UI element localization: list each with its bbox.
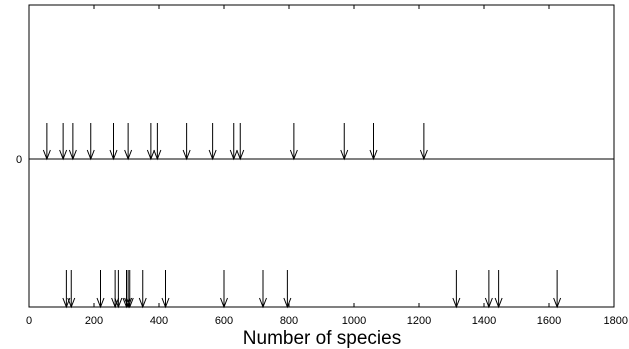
arrow-head: [124, 149, 133, 161]
arrow-lower: [452, 270, 461, 309]
arrow-upper: [153, 123, 162, 161]
x-axis-ticks: 0 200 400 600 800 1000 1200 1400 1600 1800: [26, 5, 628, 327]
arrow-lower: [111, 270, 120, 309]
x-tick-label: 600: [215, 315, 233, 327]
arrow-head: [340, 149, 349, 161]
arrow-head: [124, 297, 133, 309]
arrow-head: [125, 297, 134, 309]
arrow-lower: [259, 270, 267, 309]
arrow-lower: [484, 270, 493, 309]
arrow-upper: [124, 123, 133, 161]
arrow-head: [67, 297, 76, 309]
arrow-upper: [109, 123, 118, 161]
arrow-upper: [86, 123, 95, 161]
x-tick-label: 200: [85, 315, 103, 327]
x-tick-label: 0: [26, 315, 32, 327]
arrow-markers: [42, 123, 562, 309]
arrow-head: [86, 149, 95, 161]
arrow-head: [68, 149, 77, 161]
arrow-lower: [161, 270, 170, 309]
arrow-upper: [340, 123, 349, 161]
x-tick-label: 400: [150, 315, 168, 327]
arrow-head: [161, 297, 170, 309]
arrow-head: [182, 149, 191, 161]
arrow-lower: [125, 270, 134, 309]
arrow-upper: [182, 123, 191, 161]
arrow-head: [220, 297, 228, 309]
x-tick-label: 1400: [472, 315, 496, 327]
arrow-head: [484, 297, 493, 309]
arrow-lower: [114, 270, 123, 309]
plot-frame: [28, 4, 615, 308]
arrow-head: [114, 297, 123, 309]
x-tick-label: 1600: [537, 315, 561, 327]
arrow-lower: [96, 270, 105, 309]
arrow-upper: [236, 123, 245, 161]
arrow-head: [96, 297, 105, 309]
arrow-head: [419, 149, 428, 161]
x-tick-label: 1000: [342, 315, 366, 327]
arrow-head: [42, 149, 51, 161]
arrow-upper: [289, 123, 298, 161]
arrow-head: [289, 149, 298, 161]
arrow-head: [236, 149, 245, 161]
arrow-head: [146, 149, 155, 161]
arrow-lower: [553, 270, 562, 309]
arrow-head: [153, 149, 162, 161]
x-tick-label: 1200: [407, 315, 431, 327]
arrow-lower: [122, 270, 131, 309]
arrow-lower: [67, 270, 76, 309]
arrow-upper: [42, 123, 51, 161]
arrow-head: [452, 297, 461, 309]
arrow-head: [553, 297, 562, 309]
arrow-lower: [494, 270, 503, 309]
arrow-head: [283, 297, 292, 309]
arrow-head: [122, 297, 131, 309]
arrow-upper: [59, 123, 68, 161]
arrow-lower: [124, 270, 133, 309]
arrow-head: [59, 149, 68, 161]
arrow-head: [494, 297, 503, 309]
arrow-head: [138, 297, 147, 309]
arrow-head: [229, 149, 238, 161]
arrow-lower: [138, 270, 147, 309]
arrow-head: [259, 297, 267, 309]
arrow-lower: [283, 270, 292, 309]
arrow-head: [111, 297, 120, 309]
arrow-upper: [68, 123, 77, 161]
arrow-lower: [220, 270, 228, 309]
x-tick-label: 1800: [604, 315, 628, 327]
y-tick-label-0: 0: [16, 154, 22, 166]
arrow-upper: [369, 123, 378, 161]
arrow-upper: [419, 123, 428, 161]
arrow-upper: [146, 123, 155, 161]
x-tick-label: 800: [280, 315, 298, 327]
x-axis-label: Number of species: [243, 328, 401, 349]
arrow-upper: [208, 123, 217, 161]
arrow-head: [369, 149, 378, 161]
arrow-upper: [229, 123, 238, 161]
arrow-head: [208, 149, 217, 161]
arrow-head: [109, 149, 118, 161]
